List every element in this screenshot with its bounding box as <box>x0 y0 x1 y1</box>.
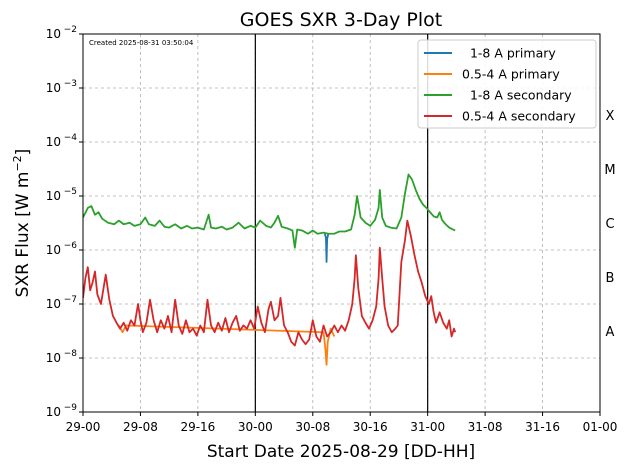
legend-box <box>417 39 597 129</box>
y-tick-exponent: −3 <box>64 79 77 89</box>
y-tick-exponent: −6 <box>64 241 78 251</box>
x-tick-label: 29-16 <box>180 420 215 434</box>
series-line-3 <box>83 173 456 249</box>
axes-frame <box>82 33 601 413</box>
series-line-4 <box>83 219 457 347</box>
x-tick-label: 30-08 <box>295 420 330 434</box>
legend-label-4: 0.5-4 A secondary <box>462 109 576 124</box>
x-tick-label: 31-00 <box>410 420 445 434</box>
y-tick-exponent: −4 <box>64 133 78 143</box>
created-annotation: Created 2025-08-31 03:50:04 <box>89 39 194 47</box>
x-tick-label: 31-08 <box>468 420 503 434</box>
legend: 1-8 A primary 0.5-4 A primary 1-8 A secon… <box>417 39 597 129</box>
flare-class-m: M <box>604 163 615 178</box>
y-tick-label: 10 <box>46 243 61 257</box>
flare-class-labels: A B C M X <box>604 109 615 340</box>
flare-class-b: B <box>606 271 615 286</box>
y-tick-label: 10 <box>46 351 61 365</box>
y-tick-label: 10 <box>46 189 61 203</box>
y-axis-label-close: ] <box>13 149 33 156</box>
legend-label-1: 1-8 A primary <box>462 46 556 61</box>
flare-class-x: X <box>606 109 615 124</box>
y-axis-label-main: SXR Flux [W m <box>13 172 33 298</box>
chart-title: GOES SXR 3-Day Plot <box>240 9 442 31</box>
y-axis: 10−910−810−710−610−510−410−310−2 <box>46 25 83 419</box>
flare-class-a: A <box>606 325 615 340</box>
y-axis-label-exponent: −2 <box>11 155 24 171</box>
flare-class-c: C <box>605 217 614 232</box>
x-tick-label: 29-00 <box>66 420 101 434</box>
x-axis-label: Start Date 2025-08-29 [DD-HH] <box>207 442 475 462</box>
y-tick-exponent: −7 <box>64 295 77 305</box>
y-tick-label: 10 <box>46 27 61 41</box>
y-tick-label: 10 <box>46 81 61 95</box>
x-axis: 29-00 29-08 29-16 30-00 30-08 30-16 31-00 31-08… <box>66 412 618 434</box>
x-tick-label: 31-16 <box>525 420 560 434</box>
x-tick-label: 01-00 <box>583 420 618 434</box>
legend-label-2: 0.5-4 A primary <box>462 67 560 82</box>
y-axis-label: SXR Flux [W m−2] <box>11 149 33 298</box>
x-tick-label: 30-16 <box>353 420 388 434</box>
y-tick-exponent: −9 <box>64 403 78 413</box>
y-tick-label: 10 <box>46 297 61 311</box>
series-group <box>83 173 457 366</box>
y-tick-exponent: −5 <box>64 187 77 197</box>
series-line-1 <box>323 233 330 263</box>
x-tick-label: 29-08 <box>123 420 158 434</box>
legend-label-3: 1-8 A secondary <box>462 88 572 103</box>
y-tick-label: 10 <box>46 405 61 419</box>
y-tick-label: 10 <box>46 135 61 149</box>
x-tick-label: 30-00 <box>238 420 273 434</box>
y-tick-exponent: −2 <box>64 25 77 35</box>
y-tick-exponent: −8 <box>64 349 78 359</box>
